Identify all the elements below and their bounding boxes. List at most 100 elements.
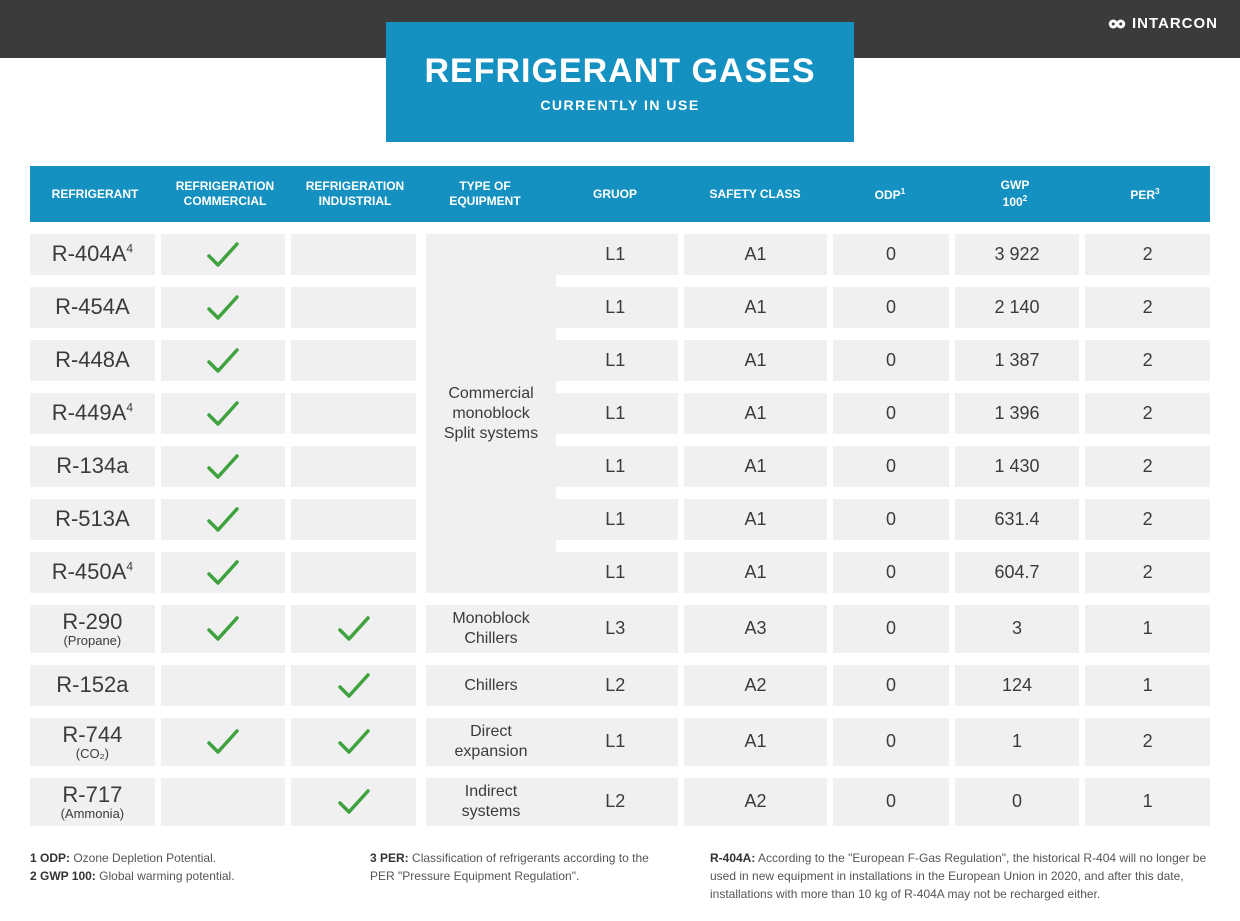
table-row: R-448AL1A101 3872 xyxy=(30,340,1210,381)
cell-odp: 0 xyxy=(833,446,948,487)
column-header-refrigerant: REFRIGERANT xyxy=(30,187,160,202)
cell-group: L1 xyxy=(553,552,678,593)
cell-refrigerant: R-744(CO₂) xyxy=(30,718,155,766)
column-header-industrial: REFRIGERATIONINDUSTRIAL xyxy=(290,179,420,209)
cell-gwp: 1 396 xyxy=(955,393,1080,434)
page-title: REFRIGERANT GASES xyxy=(424,52,815,91)
cell-industrial xyxy=(291,552,416,593)
brand-text: INTARCON xyxy=(1132,15,1218,32)
table-row: R-404A4L1A103 9222 xyxy=(30,234,1210,275)
cell-group: L1 xyxy=(553,718,678,766)
footnote-col-2: 3 PER: Classification of refrigerants ac… xyxy=(370,849,670,903)
cell-refrigerant: R-134a xyxy=(30,446,155,487)
table-container: REFRIGERANTREFRIGERATIONCOMMERCIALREFRIG… xyxy=(30,166,1210,838)
title-banner: REFRIGERANT GASES CURRENTLY IN USE xyxy=(386,22,854,142)
cell-industrial xyxy=(291,605,416,653)
cell-industrial xyxy=(291,340,416,381)
column-header-gwp: GWP1002 xyxy=(950,178,1080,210)
cell-commercial xyxy=(161,605,286,653)
cell-odp: 0 xyxy=(833,393,948,434)
cell-odp: 0 xyxy=(833,234,948,275)
cell-per: 2 xyxy=(1085,340,1210,381)
table-row: R-134aL1A101 4302 xyxy=(30,446,1210,487)
cell-odp: 0 xyxy=(833,665,948,706)
column-header-equipment: TYPE OFEQUIPMENT xyxy=(420,179,550,209)
cell-group: L1 xyxy=(553,393,678,434)
cell-safety: A2 xyxy=(684,778,828,826)
cell-group: L2 xyxy=(553,778,678,826)
cell-gwp: 1 387 xyxy=(955,340,1080,381)
cell-commercial xyxy=(161,778,286,826)
column-header-odp: ODP1 xyxy=(830,186,950,203)
cell-safety: A1 xyxy=(684,234,828,275)
footnotes: 1 ODP: Ozone Depletion Potential.2 GWP 1… xyxy=(30,849,1210,903)
cell-gwp: 1 xyxy=(955,718,1080,766)
table-body: R-404A4L1A103 9222R-454AL1A102 1402R-448… xyxy=(30,234,1210,826)
cell-group: L3 xyxy=(553,605,678,653)
cell-industrial xyxy=(291,446,416,487)
cell-per: 2 xyxy=(1085,499,1210,540)
cell-group: L1 xyxy=(553,234,678,275)
cell-gwp: 3 922 xyxy=(955,234,1080,275)
cell-commercial xyxy=(161,446,286,487)
cell-refrigerant: R-454A xyxy=(30,287,155,328)
cell-safety: A1 xyxy=(684,718,828,766)
cell-safety: A1 xyxy=(684,499,828,540)
table-row: R-717(Ammonia)L2A2001 xyxy=(30,778,1210,826)
page-subtitle: CURRENTLY IN USE xyxy=(540,97,699,113)
cell-industrial xyxy=(291,665,416,706)
cell-gwp: 631.4 xyxy=(955,499,1080,540)
cell-commercial xyxy=(161,552,286,593)
cell-per: 1 xyxy=(1085,665,1210,706)
cell-equipment: Indirectsystems xyxy=(426,778,556,826)
brand-logo: INTARCON xyxy=(1108,15,1218,32)
footnote-col-1: 1 ODP: Ozone Depletion Potential.2 GWP 1… xyxy=(30,849,330,903)
cell-equipment: Chillers xyxy=(426,665,556,706)
table-row: R-152aL2A201241 xyxy=(30,665,1210,706)
cell-commercial xyxy=(161,234,286,275)
cell-per: 1 xyxy=(1085,778,1210,826)
table-header-row: REFRIGERANTREFRIGERATIONCOMMERCIALREFRIG… xyxy=(30,166,1210,222)
cell-commercial xyxy=(161,340,286,381)
column-header-safety: SAFETY CLASS xyxy=(680,187,830,202)
cell-odp: 0 xyxy=(833,340,948,381)
footnote-line: 2 GWP 100: Global warming potential. xyxy=(30,867,330,885)
cell-group: L1 xyxy=(553,287,678,328)
footnote-line: R-404A: According to the "European F-Gas… xyxy=(710,849,1210,903)
cell-refrigerant: R-404A4 xyxy=(30,234,155,275)
column-header-group: GRUOP xyxy=(550,187,680,202)
cell-odp: 0 xyxy=(833,287,948,328)
cell-gwp: 1 430 xyxy=(955,446,1080,487)
cell-per: 2 xyxy=(1085,718,1210,766)
cell-commercial xyxy=(161,499,286,540)
cell-refrigerant: R-717(Ammonia) xyxy=(30,778,155,826)
cell-commercial xyxy=(161,718,286,766)
cell-safety: A1 xyxy=(684,552,828,593)
cell-equipment: Directexpansion xyxy=(426,718,556,766)
column-header-commercial: REFRIGERATIONCOMMERCIAL xyxy=(160,179,290,209)
cell-gwp: 124 xyxy=(955,665,1080,706)
table-row: R-449A4L1A101 3962 xyxy=(30,393,1210,434)
cell-per: 2 xyxy=(1085,287,1210,328)
cell-industrial xyxy=(291,234,416,275)
cell-odp: 0 xyxy=(833,778,948,826)
cell-per: 2 xyxy=(1085,552,1210,593)
table-row: R-450A4L1A10604.72 xyxy=(30,552,1210,593)
cell-gwp: 2 140 xyxy=(955,287,1080,328)
cell-gwp: 0 xyxy=(955,778,1080,826)
brand-icon xyxy=(1108,17,1126,31)
cell-refrigerant: R-513A xyxy=(30,499,155,540)
cell-industrial xyxy=(291,778,416,826)
cell-safety: A3 xyxy=(684,605,828,653)
footnote-line: 3 PER: Classification of refrigerants ac… xyxy=(370,849,670,885)
table-row: R-290(Propane)L3A3031 xyxy=(30,605,1210,653)
cell-odp: 0 xyxy=(833,499,948,540)
cell-group: L2 xyxy=(553,665,678,706)
cell-safety: A1 xyxy=(684,446,828,487)
cell-refrigerant: R-450A4 xyxy=(30,552,155,593)
cell-gwp: 3 xyxy=(955,605,1080,653)
cell-gwp: 604.7 xyxy=(955,552,1080,593)
footnote-line: 1 ODP: Ozone Depletion Potential. xyxy=(30,849,330,867)
table-row: R-744(CO₂)L1A1012 xyxy=(30,718,1210,766)
cell-group: L1 xyxy=(553,340,678,381)
